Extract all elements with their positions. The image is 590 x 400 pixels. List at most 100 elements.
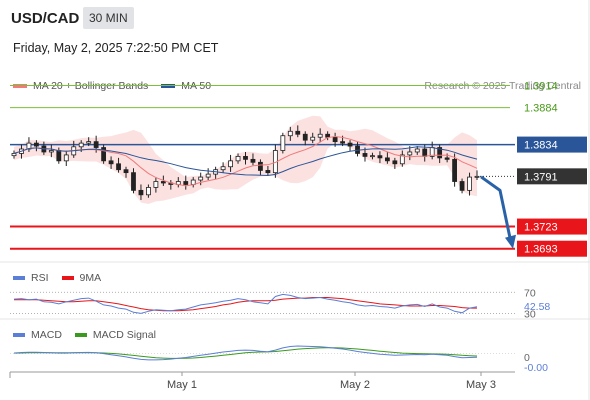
timestamp: Friday, May 2, 2025 7:22:50 PM CET <box>13 41 219 55</box>
candle-body <box>392 160 398 165</box>
candle-body <box>198 176 204 181</box>
candle <box>131 168 136 194</box>
support-label: 1.3693 <box>524 244 558 256</box>
candle-body <box>325 133 331 138</box>
ma50-line <box>13 146 478 177</box>
candle-body <box>235 155 241 162</box>
candle <box>347 140 353 152</box>
candle <box>295 125 301 138</box>
candle-body <box>101 147 107 162</box>
forecast-arrow <box>480 175 513 244</box>
candle-body <box>362 153 368 157</box>
candle <box>86 137 92 147</box>
candle-body <box>93 141 99 148</box>
candle <box>198 172 204 186</box>
symbol-title: USD/CAD <box>11 10 80 27</box>
rsi-legend: RSI 9MA <box>13 272 114 284</box>
candle-body <box>116 163 121 171</box>
last-price-label: 1.3791 <box>524 171 558 183</box>
x-tick-label: May 3 <box>466 379 496 391</box>
candle <box>146 184 151 198</box>
support-label: 1.3723 <box>524 222 558 234</box>
legend-label-9ma: 9MA <box>79 272 102 284</box>
candle-body <box>414 148 420 153</box>
candle-body <box>258 161 263 171</box>
candle-body <box>437 147 443 159</box>
legend-item-macd: MACD <box>13 329 62 341</box>
legend-item-rsi: RSI <box>13 272 49 284</box>
candle-body <box>407 151 413 156</box>
chart-header: USD/CAD 30 MIN Friday, May 2, 2025 7:22:… <box>0 0 590 70</box>
macd-signal-line <box>13 347 478 359</box>
candle <box>205 168 211 181</box>
candle <box>452 153 457 187</box>
candle-body <box>377 155 383 159</box>
candle <box>220 162 226 173</box>
candle <box>370 152 375 160</box>
candle <box>235 153 241 164</box>
candle-body <box>160 181 166 184</box>
candle-body <box>123 169 129 174</box>
candle <box>250 153 256 166</box>
candle-body <box>287 130 293 137</box>
candle <box>11 150 17 159</box>
candle-body <box>422 148 428 157</box>
candle-body <box>250 158 256 163</box>
candle-body <box>63 154 69 162</box>
candle <box>310 132 316 144</box>
candle <box>287 126 293 141</box>
candle-body <box>11 153 17 157</box>
legend-item-9ma: 9MA <box>61 272 102 284</box>
candle-body <box>146 187 151 196</box>
x-tick-label: May 2 <box>340 379 370 391</box>
macd-line <box>13 345 478 361</box>
rsi-9ma-line <box>14 297 477 312</box>
legend-swatch-macd <box>13 333 25 337</box>
candle <box>332 132 338 147</box>
macd-legend: MACD MACD Signal <box>13 329 169 341</box>
candle <box>459 178 465 194</box>
candle <box>153 177 159 193</box>
candle <box>34 140 39 152</box>
candle-body <box>131 172 136 191</box>
timeframe-button[interactable]: 30 MIN <box>83 7 134 29</box>
legend-label-macd: MACD <box>31 329 62 341</box>
candle-body <box>108 160 114 165</box>
macd-current-value: -0.00 <box>524 362 548 374</box>
candle-body <box>48 150 54 153</box>
candle-body <box>332 136 338 143</box>
candle <box>302 131 308 146</box>
candle-body <box>317 133 323 138</box>
last-price-bg <box>517 168 587 185</box>
legend-swatch-macd-signal <box>74 333 87 337</box>
candle <box>108 156 114 169</box>
candle-body <box>295 130 301 135</box>
candle-body <box>474 175 480 178</box>
candle <box>384 151 390 164</box>
candle-body <box>302 133 308 141</box>
legend-label-macd-signal: MACD Signal <box>92 329 156 341</box>
candle <box>48 144 54 158</box>
candle <box>258 159 263 176</box>
candle-body <box>243 155 248 160</box>
candle <box>183 175 189 190</box>
candle <box>228 154 233 172</box>
pivot-label: 1.3834 <box>524 140 558 152</box>
candle-body <box>399 154 405 165</box>
resistance-label: 1.3914 <box>524 81 558 93</box>
candle <box>399 150 405 167</box>
candle-body <box>138 189 144 196</box>
legend-item-macd-signal: MACD Signal <box>74 329 156 341</box>
candle-body <box>220 166 226 171</box>
candle <box>317 128 323 143</box>
candle <box>437 144 443 164</box>
support-label-bg <box>517 240 587 257</box>
candle-body <box>467 176 472 191</box>
candle-body <box>228 160 233 168</box>
candle <box>377 151 383 164</box>
x-tick-label: May 1 <box>167 379 197 391</box>
forecast-arrowhead <box>505 234 516 249</box>
candle-body <box>56 150 62 162</box>
candle <box>243 151 248 165</box>
